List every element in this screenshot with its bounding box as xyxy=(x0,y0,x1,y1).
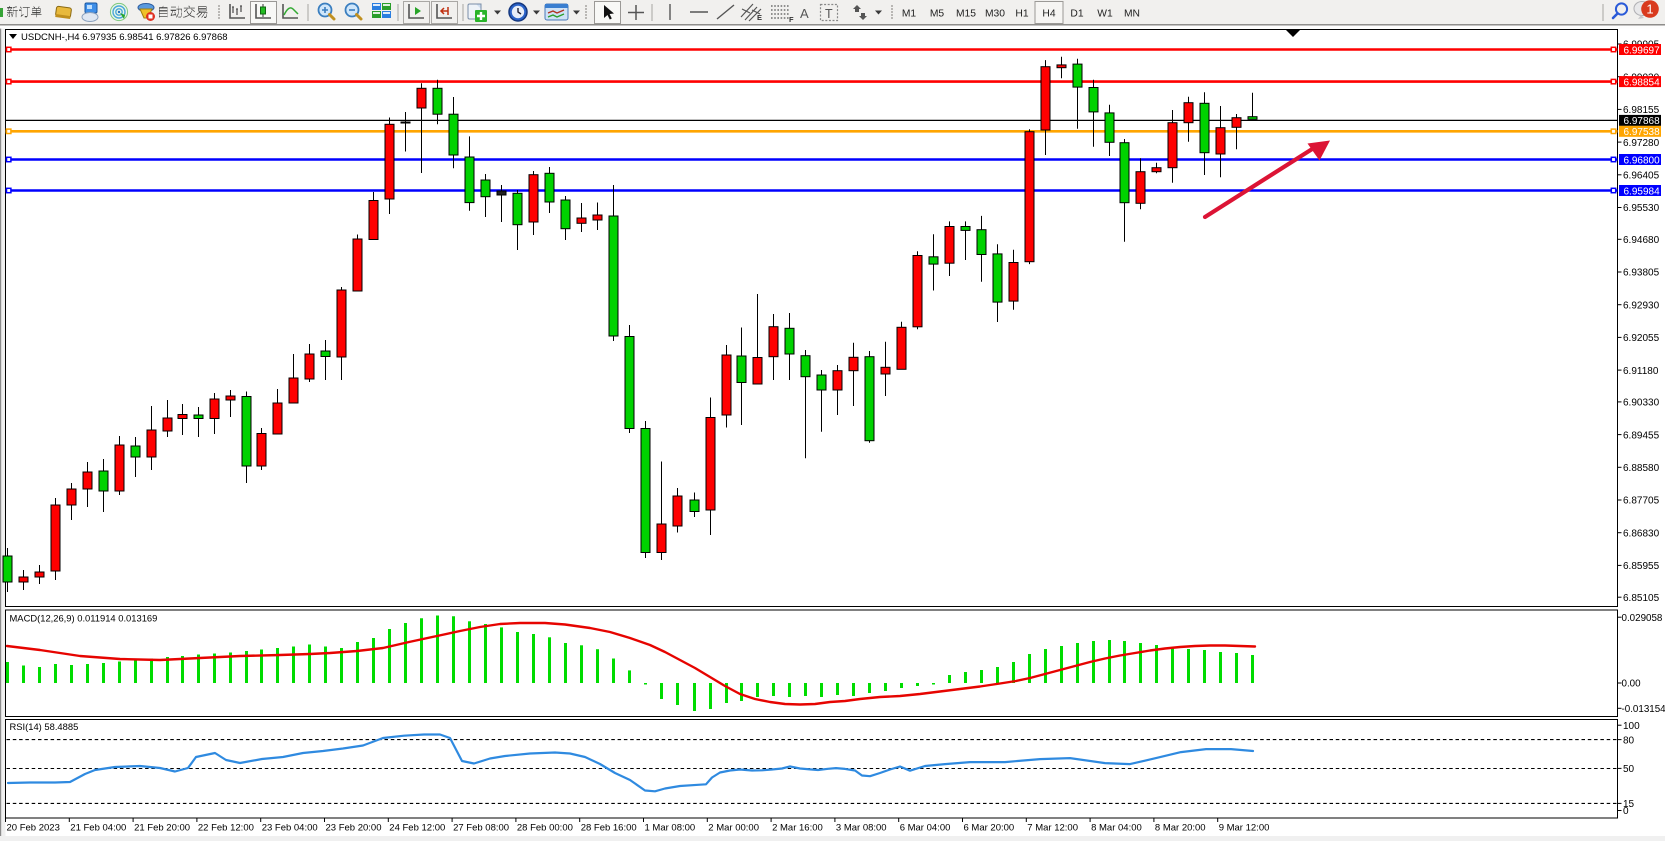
svg-text:M30: M30 xyxy=(985,9,1005,20)
svg-text:H1: H1 xyxy=(1015,9,1028,20)
svg-text:6.96405: 6.96405 xyxy=(1623,171,1660,182)
svg-text:6.97280: 6.97280 xyxy=(1623,138,1660,149)
svg-text:15: 15 xyxy=(1623,799,1635,810)
svg-text:D1: D1 xyxy=(1070,9,1083,20)
svg-text:6.88580: 6.88580 xyxy=(1623,463,1660,474)
svg-text:50: 50 xyxy=(1623,764,1635,775)
svg-text:6.85955: 6.85955 xyxy=(1623,561,1660,572)
svg-text:6.87705: 6.87705 xyxy=(1623,496,1660,507)
svg-text:6.93805: 6.93805 xyxy=(1623,268,1660,279)
svg-text:RSI(14) 58.4885: RSI(14) 58.4885 xyxy=(10,721,79,732)
svg-text:2 Mar 00:00: 2 Mar 00:00 xyxy=(708,822,759,833)
svg-text:MACD(12,26,9) 0.011914 0.01316: MACD(12,26,9) 0.011914 0.013169 xyxy=(10,613,158,624)
svg-text:28 Feb 00:00: 28 Feb 00:00 xyxy=(517,822,573,833)
svg-text:6.96800: 6.96800 xyxy=(1624,155,1661,166)
svg-text:USDCNH-,H4 6.97935 6.98541 6.: USDCNH-,H4 6.97935 6.98541 6.97826 6.978… xyxy=(21,32,228,43)
svg-text:6.92930: 6.92930 xyxy=(1623,300,1660,311)
svg-text:21 Feb 04:00: 21 Feb 04:00 xyxy=(70,822,126,833)
svg-text:21 Feb 20:00: 21 Feb 20:00 xyxy=(134,822,190,833)
svg-text:6.86830: 6.86830 xyxy=(1623,528,1660,539)
svg-text:7 Mar 12:00: 7 Mar 12:00 xyxy=(1027,822,1078,833)
svg-text:6.98155: 6.98155 xyxy=(1623,105,1660,116)
svg-text:6.89455: 6.89455 xyxy=(1623,430,1660,441)
svg-text:6.99697: 6.99697 xyxy=(1624,45,1661,56)
svg-text:A: A xyxy=(800,6,809,21)
svg-text:80: 80 xyxy=(1623,735,1635,746)
svg-text:6.95984: 6.95984 xyxy=(1624,186,1661,197)
svg-text:2 Mar 16:00: 2 Mar 16:00 xyxy=(772,822,823,833)
svg-text:1: 1 xyxy=(1646,2,1653,17)
svg-text:6 Mar 20:00: 6 Mar 20:00 xyxy=(964,822,1015,833)
svg-text:28 Feb 16:00: 28 Feb 16:00 xyxy=(581,822,637,833)
svg-text:9 Mar 12:00: 9 Mar 12:00 xyxy=(1219,822,1270,833)
svg-text:F: F xyxy=(789,15,794,24)
svg-text:8 Mar 20:00: 8 Mar 20:00 xyxy=(1155,822,1206,833)
svg-text:E: E xyxy=(757,13,762,22)
svg-text:23 Feb 20:00: 23 Feb 20:00 xyxy=(326,822,382,833)
svg-text:-0.013154: -0.013154 xyxy=(1622,704,1665,715)
svg-text:M5: M5 xyxy=(930,9,945,20)
svg-text:6.94680: 6.94680 xyxy=(1623,235,1660,246)
svg-text:23 Feb 04:00: 23 Feb 04:00 xyxy=(262,822,318,833)
svg-text:22 Feb 12:00: 22 Feb 12:00 xyxy=(198,822,254,833)
svg-text:H4: H4 xyxy=(1042,9,1055,20)
svg-text:6.98854: 6.98854 xyxy=(1624,77,1661,88)
svg-text:24 Feb 12:00: 24 Feb 12:00 xyxy=(389,822,445,833)
svg-text:6.85105: 6.85105 xyxy=(1623,593,1660,604)
svg-text:0: 0 xyxy=(1623,806,1629,817)
svg-text:M1: M1 xyxy=(902,9,917,20)
svg-text:1 Mar 08:00: 1 Mar 08:00 xyxy=(645,822,696,833)
svg-text:W1: W1 xyxy=(1097,9,1113,20)
svg-text:M15: M15 xyxy=(956,9,976,20)
svg-text:0.029058: 0.029058 xyxy=(1622,613,1663,624)
svg-text:MN: MN xyxy=(1124,9,1140,20)
svg-text:6.97868: 6.97868 xyxy=(1624,116,1661,127)
svg-text:6.97538: 6.97538 xyxy=(1624,127,1661,138)
svg-text:6 Mar 04:00: 6 Mar 04:00 xyxy=(900,822,951,833)
svg-text:27 Feb 08:00: 27 Feb 08:00 xyxy=(453,822,509,833)
svg-text:8 Mar 04:00: 8 Mar 04:00 xyxy=(1091,822,1142,833)
svg-text:3 Mar 08:00: 3 Mar 08:00 xyxy=(836,822,887,833)
svg-text:0.00: 0.00 xyxy=(1622,679,1642,690)
svg-text:6.95530: 6.95530 xyxy=(1623,203,1660,214)
svg-text:6.91180: 6.91180 xyxy=(1623,366,1659,377)
svg-text:100: 100 xyxy=(1623,721,1640,732)
svg-text:6.90330: 6.90330 xyxy=(1623,398,1660,409)
svg-text:T: T xyxy=(825,7,833,21)
svg-text:20 Feb 2023: 20 Feb 2023 xyxy=(7,822,60,833)
svg-text:6.92055: 6.92055 xyxy=(1623,333,1660,344)
